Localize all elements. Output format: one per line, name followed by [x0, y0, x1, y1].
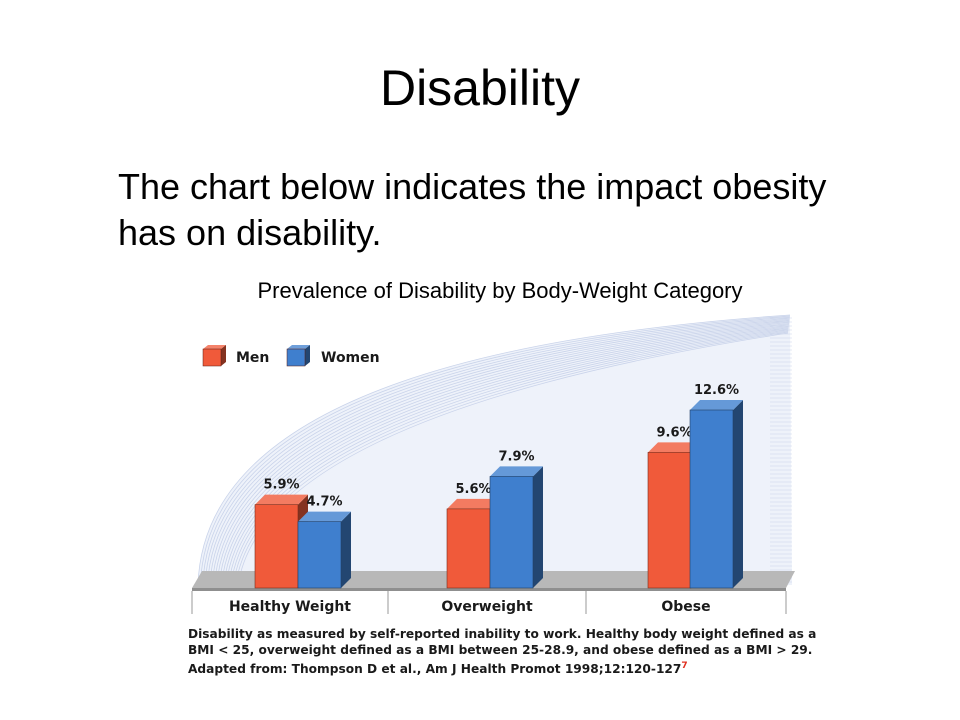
legend-swatch-1-top	[287, 345, 310, 349]
bar-top-healthy-weight-men	[255, 494, 308, 505]
legend: Men Women	[202, 345, 380, 367]
footnote-line-2: BMI < 25, overweight defined as a BMI be…	[188, 643, 813, 657]
backdrop-line	[223, 326, 789, 586]
legend-swatch-0-side	[221, 345, 226, 366]
category-label-obese: Obese	[661, 599, 710, 615]
category-label-overweight: Overweight	[441, 599, 533, 615]
bar-side-obese-women	[733, 400, 743, 588]
legend-swatch-men	[202, 348, 222, 367]
floor-edge	[192, 588, 786, 591]
legend-label-men: Men	[236, 350, 269, 366]
data-label-overweight-men: 5.6%	[455, 482, 491, 497]
backdrop-line	[211, 320, 790, 586]
footnote-line-3: Adapted from: Thompson D et al., Am J He…	[188, 658, 788, 677]
footnote-ref-marker: 7	[681, 661, 688, 671]
legend-swatch-0-top	[203, 345, 226, 349]
data-label-overweight-women: 7.9%	[498, 449, 534, 464]
bar-side-overweight-women	[533, 466, 543, 588]
data-label-healthy-weight-men: 5.9%	[263, 478, 299, 493]
backdrop-line	[221, 325, 789, 586]
footnote-line-1: Disability as measured by self-reported …	[188, 627, 817, 641]
chart-title: Prevalence of Disability by Body-Weight …	[257, 278, 743, 303]
category-label-healthy-weight: Healthy Weight	[229, 599, 351, 615]
category-axis: Healthy Weight Overweight Obese	[191, 591, 787, 615]
legend-swatch-1-side	[305, 345, 310, 366]
backdrop-line	[202, 316, 790, 586]
bar-side-healthy-weight-women	[341, 511, 351, 588]
backdrop-line	[199, 315, 790, 586]
backdrop-line	[197, 314, 791, 586]
bar-healthy-weight-women	[297, 521, 342, 589]
bar-top-healthy-weight-women	[298, 511, 351, 522]
intro-text: The chart below indicates the impact obe…	[118, 166, 827, 253]
bar-top-overweight-women	[490, 466, 543, 477]
bar-overweight-men	[446, 508, 491, 589]
backdrop-line	[209, 319, 790, 586]
bar-overweight-women	[489, 476, 534, 589]
backdrop-line	[230, 329, 789, 586]
legend-swatch-women	[286, 348, 306, 367]
data-label-obese-women: 12.6%	[694, 383, 739, 398]
backdrop-line	[225, 327, 789, 586]
bar-obese-men	[647, 452, 692, 589]
bar-top-obese-women	[690, 400, 743, 410]
backdrop-line	[218, 324, 789, 586]
legend-label-women: Women	[321, 350, 380, 366]
data-label-healthy-weight-women: 4.7%	[306, 495, 342, 510]
data-label-obese-men: 9.6%	[656, 425, 692, 440]
footnote-citation: Adapted from: Thompson D et al., Am J He…	[188, 662, 682, 677]
bar-obese-women	[689, 409, 734, 589]
slide-title: Disability	[379, 60, 581, 116]
backdrop-line	[235, 331, 789, 586]
backdrop-line	[228, 328, 789, 586]
bar-top-overweight-men	[447, 498, 500, 509]
backdrop-line	[232, 330, 789, 586]
backdrop-line	[216, 323, 790, 586]
bar-healthy-weight-men	[254, 504, 299, 589]
backdrop-line	[214, 322, 790, 586]
backdrop-line	[207, 318, 790, 586]
bars: 5.9% 4.7% 5.6% 7.9% 9.6% 12.6%	[254, 383, 743, 589]
chart-footnote: Disability as measured by self-reported …	[188, 626, 817, 677]
bar-top-obese-men	[648, 442, 701, 453]
backdrop-line	[204, 317, 790, 586]
